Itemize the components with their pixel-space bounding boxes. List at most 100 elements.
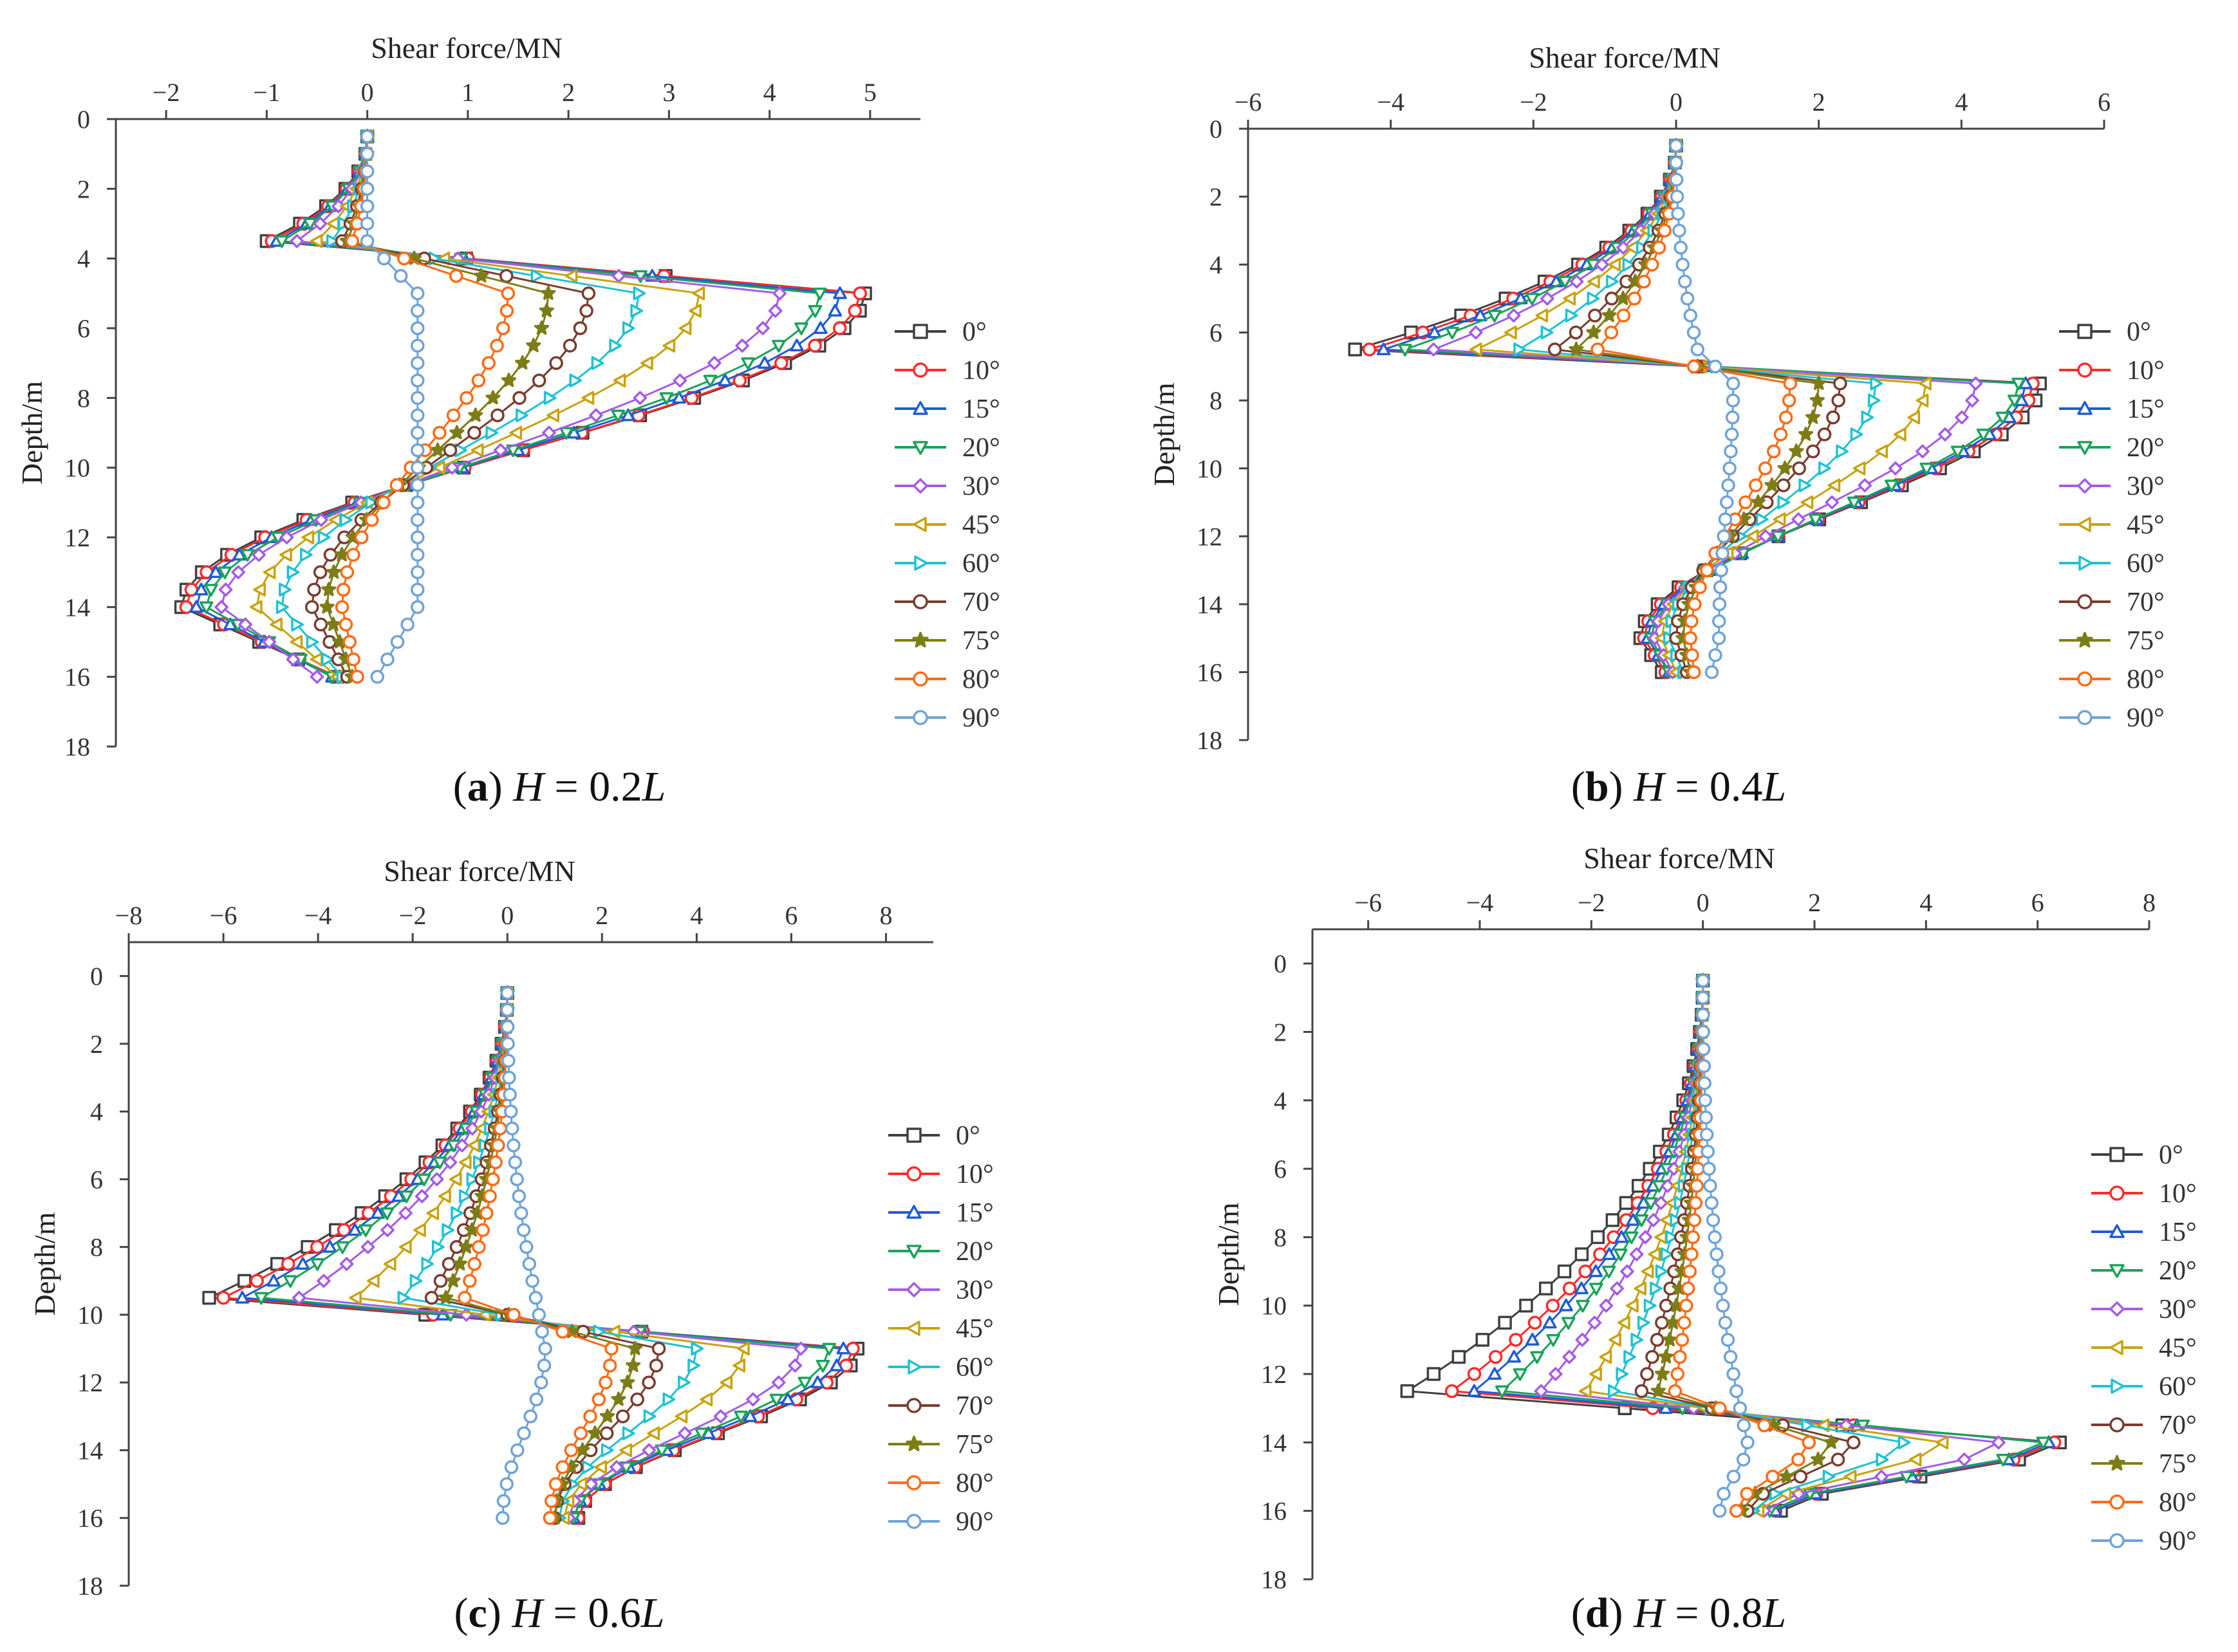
- data-point: [1641, 1264, 1654, 1279]
- data-point: [1722, 461, 1737, 476]
- data-point: [411, 356, 425, 370]
- data-point: [1634, 1214, 1649, 1227]
- data-point: [1562, 1317, 1576, 1330]
- data-point: [1546, 1333, 1560, 1347]
- data-point: [592, 1392, 606, 1407]
- data-point: [1589, 1367, 1602, 1381]
- data-point: [651, 1341, 666, 1356]
- legend-label: 15°: [956, 1198, 994, 1228]
- data-point: [1867, 393, 1881, 407]
- data-point: [313, 216, 328, 231]
- data-point: [346, 548, 360, 562]
- data-point: [209, 565, 223, 579]
- legend-label: 15°: [2127, 394, 2165, 424]
- data-point: [445, 460, 460, 475]
- data-point: [460, 391, 474, 405]
- data-point: [604, 1341, 619, 1356]
- data-point: [771, 1375, 786, 1389]
- data-point: [1601, 1265, 1616, 1279]
- y-tick-label: 16: [1261, 1497, 1287, 1526]
- data-point: [1574, 1281, 1589, 1295]
- data-point: [1916, 393, 1929, 407]
- data-point: [707, 356, 722, 370]
- legend-item: 30°: [888, 1276, 994, 1305]
- data-point: [830, 1359, 844, 1371]
- data-point: [1658, 1349, 1674, 1364]
- data-point: [633, 286, 646, 301]
- x-tick-label: 2: [1808, 888, 1821, 917]
- legend-label: 10°: [956, 1160, 994, 1189]
- data-point: [1769, 1487, 1782, 1501]
- data-point: [1726, 376, 1740, 391]
- legend-marker: [906, 1205, 922, 1219]
- data-point: [532, 1308, 546, 1322]
- series-15deg: [235, 986, 851, 1524]
- data-point: [1708, 648, 1722, 662]
- data-point: [204, 584, 218, 597]
- data-point: [335, 1241, 350, 1254]
- data-point: [1719, 495, 1734, 510]
- series-line: [1500, 980, 2044, 1512]
- data-point: [1800, 495, 1814, 510]
- legend-item: 80°: [895, 665, 1000, 694]
- data-point: [1608, 1384, 1621, 1398]
- data-point: [1888, 461, 1903, 476]
- data-point: [1919, 376, 1932, 391]
- legend-item: 60°: [2059, 549, 2165, 579]
- data-point: [1467, 1384, 1482, 1397]
- y-tick-label: 6: [1209, 319, 1222, 348]
- data-point: [399, 1190, 414, 1203]
- data-point: [493, 1121, 507, 1136]
- data-point: [291, 617, 304, 632]
- data-point: [797, 1377, 812, 1389]
- data-point: [411, 548, 425, 562]
- data-point: [426, 1206, 440, 1220]
- legend-marker: [2111, 1378, 2125, 1394]
- data-point: [1778, 410, 1793, 425]
- data-point: [678, 1375, 691, 1389]
- data-point: [411, 460, 425, 475]
- data-point: [1690, 342, 1704, 357]
- data-point: [1590, 342, 1605, 357]
- legend-marker: [913, 710, 928, 725]
- y-tick-label: 8: [1274, 1223, 1287, 1252]
- data-point: [290, 234, 304, 248]
- data-point: [1688, 597, 1702, 611]
- legend-marker: [913, 324, 928, 339]
- data-point: [1708, 1230, 1722, 1245]
- data-point: [609, 339, 622, 353]
- legend-label: 60°: [2159, 1372, 2197, 1402]
- data-point: [411, 339, 425, 353]
- data-point: [1686, 665, 1701, 680]
- data-point: [1718, 512, 1733, 526]
- data-point: [400, 617, 415, 632]
- data-point: [485, 390, 501, 405]
- data-point: [1630, 1333, 1644, 1347]
- data-point: [371, 1206, 385, 1220]
- data-point: [1587, 292, 1600, 306]
- x-tick-label: 4: [690, 901, 703, 930]
- data-point: [500, 1019, 515, 1034]
- caption-b: (b) H = 0.4L: [1571, 763, 1787, 810]
- data-point: [1791, 1452, 1805, 1467]
- data-point: [1648, 1247, 1661, 1261]
- data-point: [218, 582, 233, 597]
- data-point: [563, 339, 577, 353]
- data-point: [1575, 1333, 1590, 1347]
- series-10deg: [216, 986, 860, 1525]
- legend-item: 90°: [895, 703, 1000, 733]
- data-point: [662, 339, 676, 353]
- data-point: [1686, 359, 1701, 374]
- data-point: [489, 1155, 503, 1169]
- series-15deg: [1376, 138, 2033, 678]
- data-point: [1643, 1298, 1657, 1313]
- legend-label: 60°: [956, 1353, 994, 1382]
- data-point: [1610, 1281, 1624, 1295]
- data-point: [2011, 377, 2026, 391]
- data-point: [1606, 274, 1619, 289]
- data-point: [583, 1409, 597, 1424]
- data-point: [756, 321, 770, 335]
- legend-item: 15°: [888, 1198, 994, 1228]
- data-point: [1716, 1298, 1730, 1313]
- data-point: [1823, 1434, 1839, 1449]
